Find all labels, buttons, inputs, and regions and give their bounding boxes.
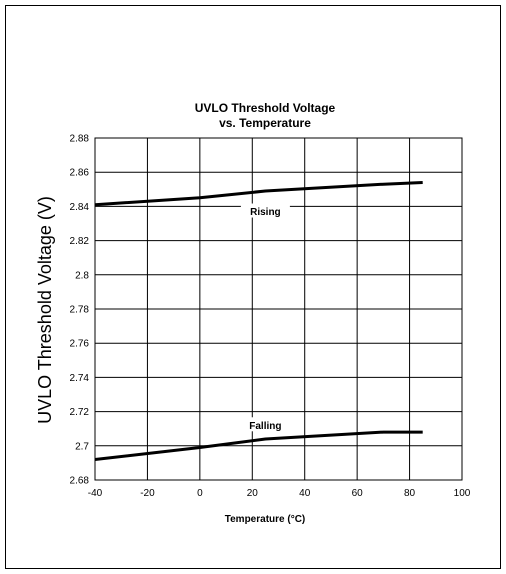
chart-title: UVLO Threshold Voltage	[195, 101, 336, 115]
y-tick-label: 2.82	[70, 236, 90, 247]
y-tick-label: 2.7	[75, 441, 89, 452]
annotation-background	[237, 417, 294, 432]
y-tick-label: 2.88	[70, 134, 90, 145]
plot-area-border	[94, 137, 463, 481]
y-tick-label: 2.8	[75, 270, 89, 281]
x-tick-labels: -40 -20 0 20 40 60 80 100	[88, 488, 471, 499]
x-tick-label: 60	[352, 488, 364, 499]
x-tick-label: 40	[299, 488, 311, 499]
x-tick-label: -20	[140, 488, 155, 499]
x-tick-label: -40	[88, 488, 103, 499]
chart-frame	[5, 5, 501, 569]
x-tick-label: 20	[247, 488, 259, 499]
series-line-rising	[94, 181, 423, 207]
annotations: Rising Falling	[237, 203, 294, 432]
y-axis-label: UVLO Threshold Voltage (V)	[35, 196, 55, 424]
y-tick-label: 2.68	[70, 476, 90, 487]
annotation-falling: Falling	[249, 421, 281, 432]
y-tick-label: 2.84	[70, 202, 90, 213]
y-tick-label: 2.76	[70, 339, 90, 350]
x-tick-label: 80	[404, 488, 416, 499]
annotation-background	[240, 203, 290, 218]
series-line-falling	[94, 430, 423, 461]
x-tick-label: 100	[454, 488, 471, 499]
x-axis-label: Temperature (°C)	[225, 514, 306, 525]
y-tick-labels: 2.68 2.7 2.72 2.74 2.76 2.78 2.8 2.82 2.84 2.86 2.…	[70, 134, 90, 487]
y-tick-label: 2.72	[70, 407, 90, 418]
y-tick-label: 2.78	[70, 305, 90, 316]
y-tick-label: 2.74	[70, 373, 90, 384]
series-lines	[94, 181, 423, 461]
y-tick-label: 2.86	[70, 168, 90, 179]
x-tick-label: 0	[197, 488, 203, 499]
chart-subtitle: vs. Temperature	[219, 116, 311, 130]
annotation-rising: Rising	[250, 207, 281, 218]
